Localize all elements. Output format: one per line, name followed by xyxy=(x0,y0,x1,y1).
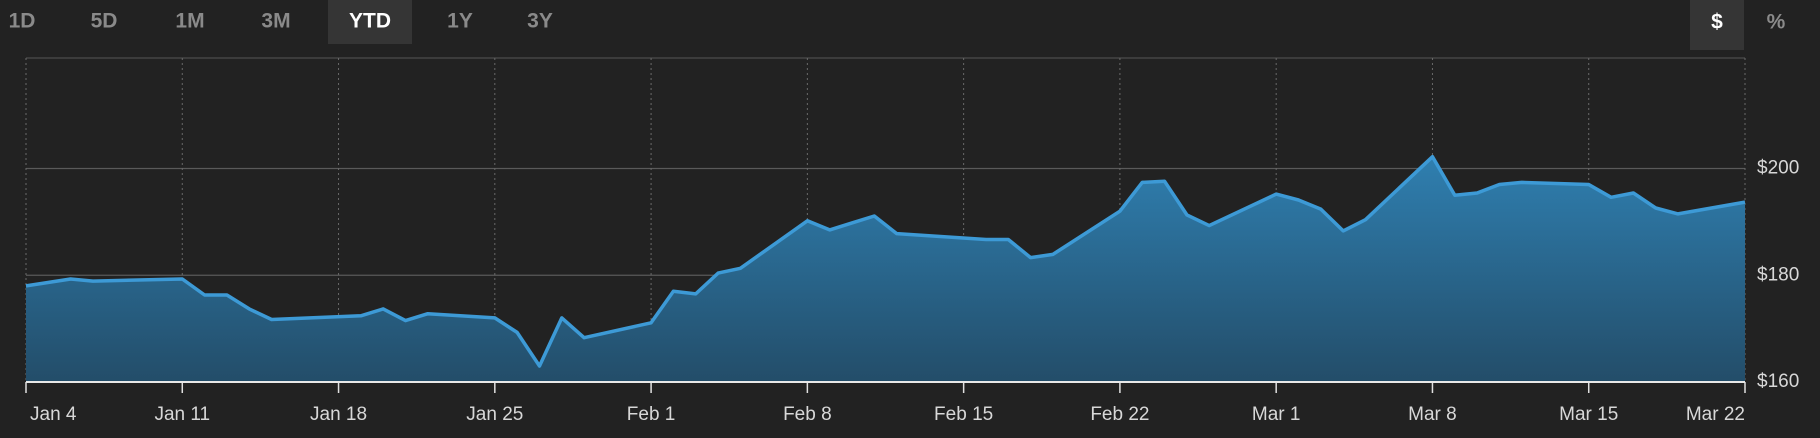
x-tick-label: Feb 15 xyxy=(934,404,993,425)
range-tab[interactable]: 3Y xyxy=(527,10,553,33)
x-tick-label: Jan 18 xyxy=(310,404,367,425)
unit-toggle[interactable]: % xyxy=(1767,11,1786,34)
x-tick-label: Mar 15 xyxy=(1559,404,1618,425)
area-fill xyxy=(26,156,1745,382)
range-tab[interactable]: 1Y xyxy=(447,10,473,33)
range-tab[interactable]: 1M xyxy=(175,10,204,33)
range-tab[interactable]: 1D xyxy=(9,10,36,33)
y-tick-label: $200 xyxy=(1757,158,1799,179)
range-tab[interactable]: 5D xyxy=(91,10,118,33)
x-tick-label: Mar 1 xyxy=(1252,404,1301,425)
x-tick-label: Feb 8 xyxy=(783,404,832,425)
x-tick-label: Feb 22 xyxy=(1090,404,1149,425)
x-tick-label: Feb 1 xyxy=(627,404,676,425)
price-line xyxy=(25,154,1746,368)
x-tick-label: Jan 25 xyxy=(466,404,523,425)
x-tick-label: Mar 22 xyxy=(1686,404,1745,425)
x-tick-label: Jan 11 xyxy=(154,404,210,425)
x-tick-label: Jan 4 xyxy=(30,404,77,425)
y-tick-label: $180 xyxy=(1757,264,1799,285)
x-tick-label: Mar 8 xyxy=(1408,404,1457,425)
range-tab-bg xyxy=(328,0,412,44)
range-tab[interactable]: YTD xyxy=(349,10,391,33)
unit-toggle[interactable]: $ xyxy=(1711,11,1723,34)
y-tick-label: $160 xyxy=(1757,371,1799,392)
unit-toggle-bg xyxy=(1690,0,1744,50)
range-tab[interactable]: 3M xyxy=(261,10,290,33)
